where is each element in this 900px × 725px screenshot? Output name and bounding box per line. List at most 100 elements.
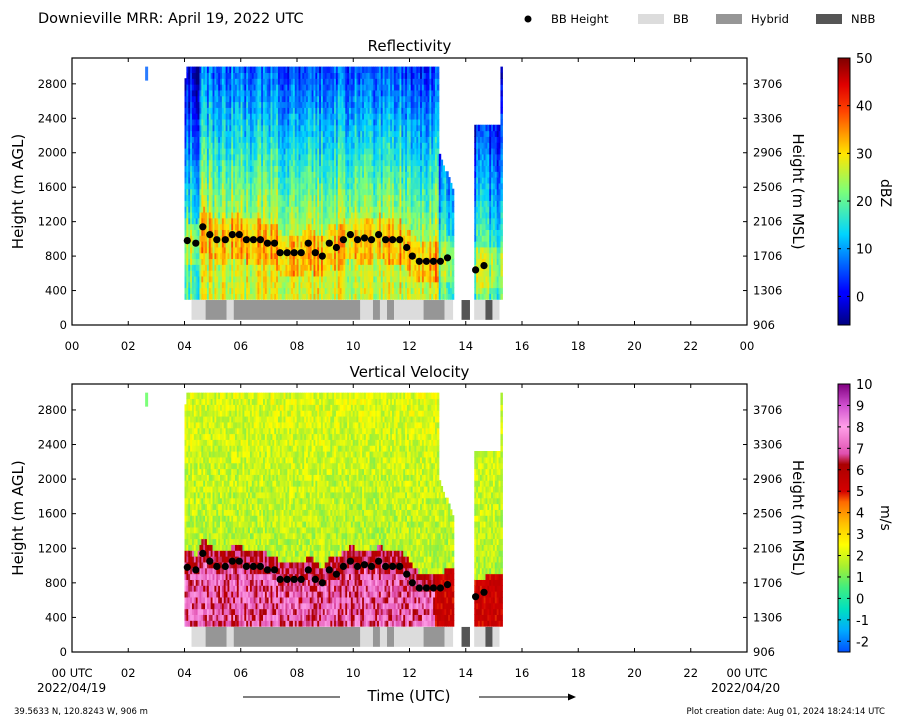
- x-tick-label: 16: [515, 339, 530, 353]
- y-tick-label: 2000: [38, 472, 67, 486]
- bb-height-marker: [311, 575, 319, 584]
- bb-height-marker: [283, 249, 291, 257]
- colorbar-tick-label: 2: [856, 550, 864, 565]
- bb-height-marker: [235, 231, 243, 239]
- bb-type-segment-nbb: [485, 300, 493, 320]
- bb-height-marker: [382, 562, 390, 571]
- x-tick-label: 08: [290, 339, 305, 353]
- start-date-label: 2022/04/19: [37, 681, 106, 695]
- bb-height-marker: [206, 231, 214, 239]
- colorbar-tick-label: 4: [856, 507, 864, 522]
- bb-height-marker: [415, 257, 423, 265]
- x-tick-label: 06: [233, 339, 248, 353]
- bb-height-marker: [297, 575, 305, 584]
- bb-type-segment-bb: [444, 300, 454, 320]
- bb-height-marker: [304, 239, 312, 247]
- bb-height-marker: [436, 257, 444, 265]
- bb-height-marker: [311, 249, 319, 257]
- bb-height-marker: [290, 575, 298, 584]
- panel-title: Reflectivity: [368, 37, 452, 55]
- x-tick-label: 00 UTC: [726, 666, 767, 680]
- bb-type-segment-bb: [226, 300, 234, 320]
- bb-height-marker: [480, 588, 488, 596]
- x-tick-label: 14: [458, 339, 473, 353]
- bb-height-marker: [235, 557, 243, 565]
- y-tick-label: 800: [45, 576, 67, 590]
- bb-height-marker: [403, 570, 411, 578]
- bb-height-marker: [242, 562, 250, 571]
- bb-height-marker: [199, 223, 207, 231]
- colorbar-tick-label: -1: [856, 614, 869, 629]
- bb-type-segment-bb: [360, 300, 373, 320]
- x-tick-label: 14: [458, 666, 473, 680]
- x-tick-label: 06: [233, 666, 248, 680]
- bb-type-segment-bb: [379, 300, 387, 320]
- bb-height-marker: [389, 236, 397, 244]
- x-tick-label: 00: [740, 339, 755, 353]
- echo-fragment: [145, 392, 149, 407]
- bb-type-segment-bb: [394, 626, 424, 647]
- y-tick-label-right: 3706: [753, 77, 782, 91]
- heatmap-field: [145, 66, 503, 300]
- y-tick-label-right: 1306: [753, 610, 782, 624]
- y-tick-label: 1200: [38, 541, 67, 555]
- location-label: 39.5633 N, 120.8243 W, 906 m: [14, 707, 148, 717]
- colorbar-tick-label: 6: [856, 464, 864, 479]
- y-tick-label: 0: [60, 645, 67, 659]
- y-tick-label: 2800: [38, 403, 67, 417]
- legend-label: BB: [673, 12, 689, 26]
- bb-height-marker: [408, 252, 416, 260]
- bb-height-marker: [318, 579, 326, 587]
- bb-height-marker: [318, 252, 326, 260]
- y-tick-label-right: 1706: [753, 576, 782, 590]
- bb-type-segment-hybrid: [205, 300, 227, 320]
- bb-height-marker: [213, 562, 221, 571]
- y-tick-label-right: 2106: [753, 541, 782, 555]
- bb-type-segment-hybrid: [205, 626, 227, 647]
- bb-height-marker: [206, 557, 214, 565]
- bb-type-segment-hybrid: [233, 300, 361, 320]
- x-tick-label: 00: [65, 339, 80, 353]
- bb-height-marker: [346, 231, 354, 239]
- bb-height-marker: [408, 579, 416, 587]
- x-tick-label: 08: [290, 666, 305, 680]
- bb-height-marker: [396, 562, 404, 571]
- legend-label: BB Height: [551, 12, 609, 26]
- bb-height-marker: [276, 575, 284, 584]
- end-date-label: 2022/04/20: [711, 681, 780, 695]
- bb-height-marker: [415, 584, 423, 592]
- colorbar-tick-label: 40: [856, 100, 873, 115]
- bb-type-segment-hybrid: [423, 300, 445, 320]
- colorbar-tick-label: 7: [856, 442, 864, 457]
- creation-date-label: Plot creation date: Aug 01, 2024 18:24:1…: [687, 707, 886, 717]
- colorbar-scale: [837, 57, 851, 326]
- bb-type-segment-bb: [191, 300, 206, 320]
- x-tick-label: 22: [683, 339, 698, 353]
- colorbar-tick-label: 30: [856, 147, 873, 162]
- y-tick-label: 0: [60, 318, 67, 332]
- colorbar-label: dBZ: [877, 179, 893, 207]
- bb-height-marker: [221, 236, 229, 244]
- bb-height-marker: [360, 561, 369, 569]
- bb-type-segment-hybrid: [233, 626, 361, 647]
- bb-height-marker: [346, 557, 354, 565]
- x-tick-label: 16: [515, 666, 530, 680]
- colorbar-tick-label: 0: [856, 592, 864, 607]
- colorbar-tick-label: 50: [856, 52, 873, 67]
- header-legend: BB Height BB Hybrid NBB: [524, 12, 875, 26]
- bb-height-marker: [443, 581, 452, 589]
- legend-patch-bb: [638, 14, 664, 24]
- bb-height-marker: [325, 239, 333, 247]
- bb-type-segment-nbb: [485, 626, 493, 647]
- bb-type-segment-bb: [492, 300, 500, 320]
- x-tick-label: 20: [627, 339, 642, 353]
- y-tick-label-right: 1706: [753, 249, 782, 263]
- echo-fragment: [145, 66, 149, 81]
- y-tick-label: 2400: [38, 111, 67, 125]
- y-tick-label-right: 906: [753, 645, 775, 659]
- bb-height-marker: [228, 557, 236, 565]
- y-tick-label-right: 2906: [753, 146, 782, 160]
- bb-height-marker: [389, 562, 397, 571]
- x-tick-label: 12: [402, 666, 417, 680]
